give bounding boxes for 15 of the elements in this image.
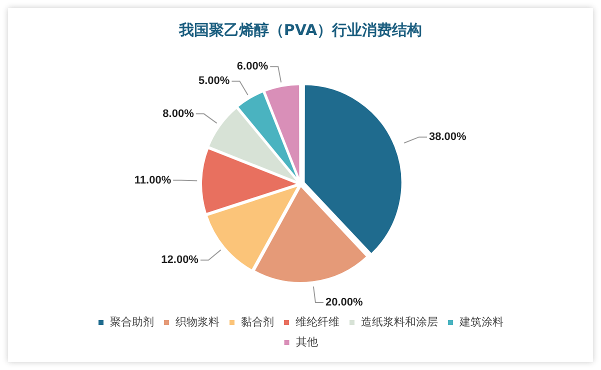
legend-label: 造纸浆料和涂层 [361, 315, 438, 328]
legend-label: 维纶纤维 [296, 315, 340, 328]
legend-label: 黏合剂 [241, 315, 274, 328]
data-label: 5.00% [198, 75, 230, 88]
legend-label: 其他 [296, 335, 318, 348]
data-label: 8.00% [162, 108, 194, 120]
chart-title: 我国聚乙烯醇（PVA）行业消费结构 [178, 20, 422, 39]
data-label: 6.00% [236, 60, 268, 73]
data-label: 11.00% [134, 174, 172, 186]
data-label: 20.00% [325, 296, 363, 309]
legend-label: 织物浆料 [176, 315, 220, 328]
legend-label: 建筑涂料 [458, 315, 504, 328]
data-label: 12.00% [161, 254, 199, 266]
legend-label: 聚合助剂 [110, 315, 154, 328]
data-label: 38.00% [428, 131, 467, 144]
